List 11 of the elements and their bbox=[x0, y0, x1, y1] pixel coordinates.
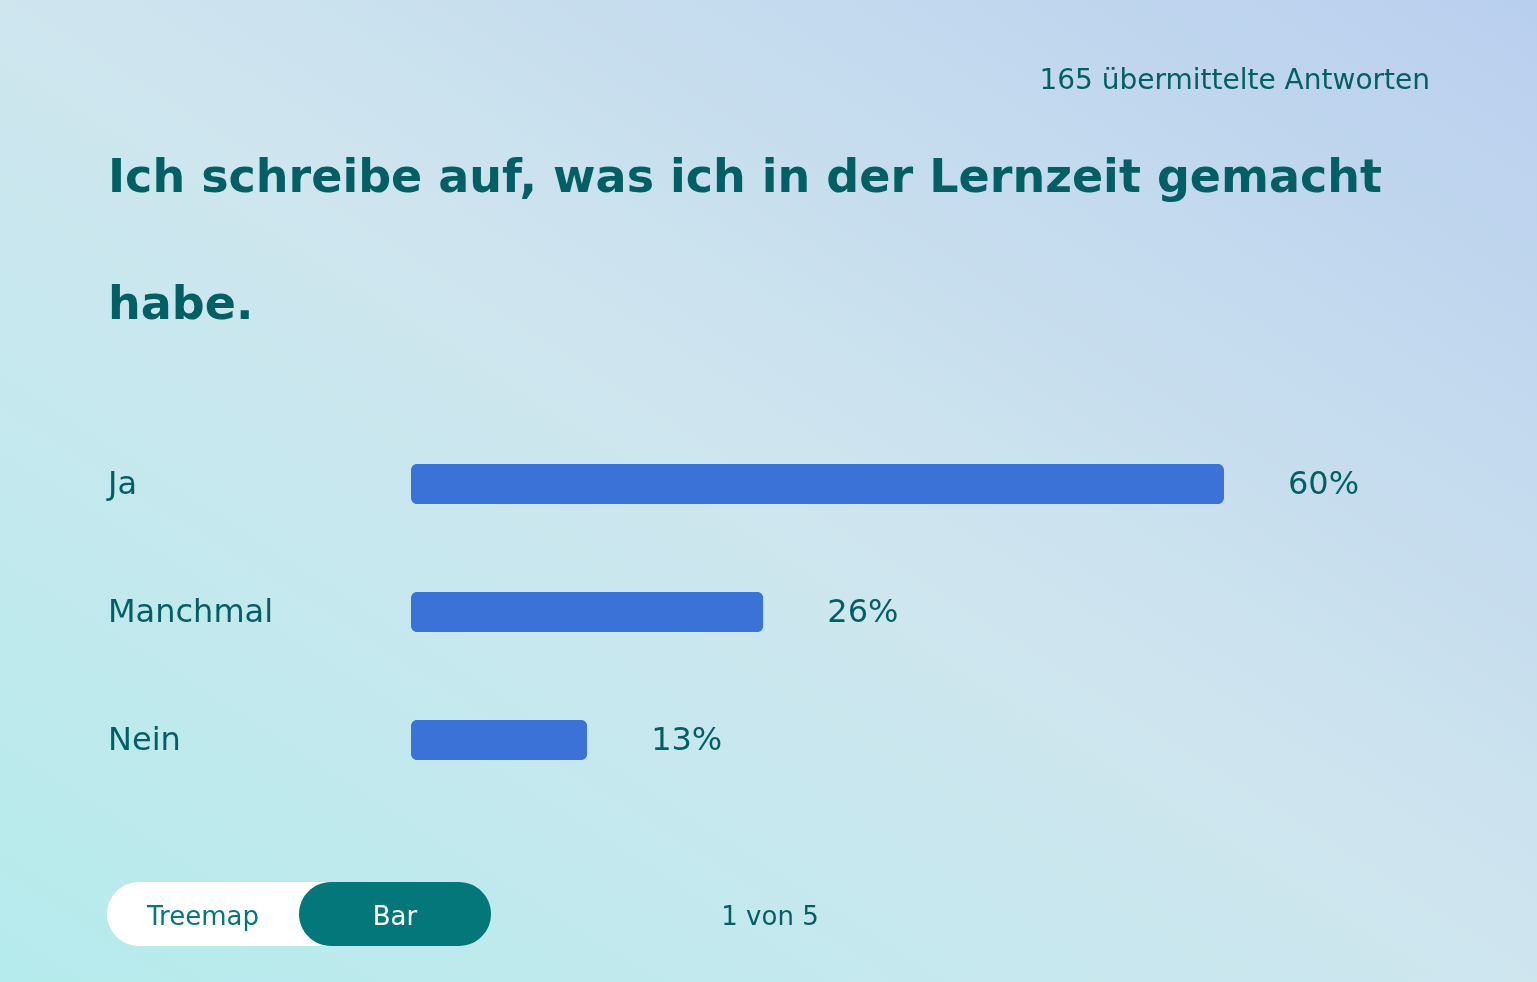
text: Bar bbox=[372, 901, 418, 931]
data-label: 60% bbox=[1288, 464, 1360, 502]
chart-title: Ich schreibe auf, was ich in der Lernzeit gemacht habe. bbox=[108, 149, 1382, 330]
y-tick-label: Ja bbox=[106, 464, 138, 502]
y-tick-label: Nein bbox=[108, 720, 181, 758]
data-label: 13% bbox=[651, 720, 723, 758]
text: 1 von 5 bbox=[721, 901, 819, 931]
y-tick-label: Manchmal bbox=[108, 592, 274, 630]
text: Treemap bbox=[146, 901, 259, 931]
chart-subtitle: 165 übermittelte Antworten bbox=[1039, 63, 1430, 96]
data-label: 26% bbox=[827, 592, 899, 630]
